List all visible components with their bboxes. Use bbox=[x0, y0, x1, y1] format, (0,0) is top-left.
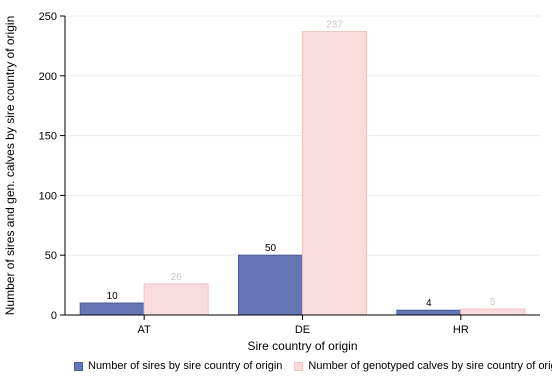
y-tick-label: 0 bbox=[51, 310, 57, 322]
data-label: 26 bbox=[171, 272, 183, 283]
data-label: 4 bbox=[426, 298, 432, 309]
x-ticks: AT DE HR bbox=[138, 315, 469, 336]
y-tick-label: 50 bbox=[45, 250, 57, 262]
legend: Number of sires by sire country of origi… bbox=[74, 360, 552, 372]
bar bbox=[143, 283, 209, 316]
x-tick-label: DE bbox=[295, 324, 310, 336]
legend-label-calves: Number of genotyped calves by sire count… bbox=[308, 360, 552, 372]
x-tick-label: HR bbox=[453, 324, 469, 336]
x-axis-title: Sire country of origin bbox=[247, 339, 357, 353]
legend-label-sires: Number of sires by sire country of origi… bbox=[88, 360, 283, 372]
data-label: 237 bbox=[326, 20, 343, 31]
bar bbox=[396, 309, 462, 316]
bar bbox=[238, 254, 303, 316]
y-tick-label: 150 bbox=[39, 131, 57, 143]
y-tick-label: 200 bbox=[39, 71, 57, 83]
y-axis-title: Number of sires and gen. calves by sire … bbox=[3, 16, 17, 315]
data-label: 10 bbox=[107, 291, 119, 302]
bar bbox=[79, 302, 145, 316]
data-labels: 10 26 50 237 4 5 bbox=[107, 20, 496, 310]
legend-item-sires: Number of sires by sire country of origi… bbox=[74, 360, 282, 372]
bar bbox=[460, 308, 526, 316]
y-tick-label: 100 bbox=[39, 190, 57, 202]
y-ticks: 0 50 100 150 200 250 bbox=[39, 11, 65, 322]
x-tick-label: AT bbox=[138, 324, 152, 336]
data-label: 5 bbox=[490, 297, 496, 308]
legend-swatch-sires bbox=[74, 361, 83, 371]
legend-item-calves: Number of genotyped calves by sire count… bbox=[294, 360, 552, 372]
bar bbox=[302, 31, 367, 316]
legend-swatch-calves bbox=[294, 361, 304, 371]
data-label: 50 bbox=[265, 243, 277, 254]
bars bbox=[79, 31, 526, 316]
y-tick-label: 250 bbox=[39, 11, 57, 23]
